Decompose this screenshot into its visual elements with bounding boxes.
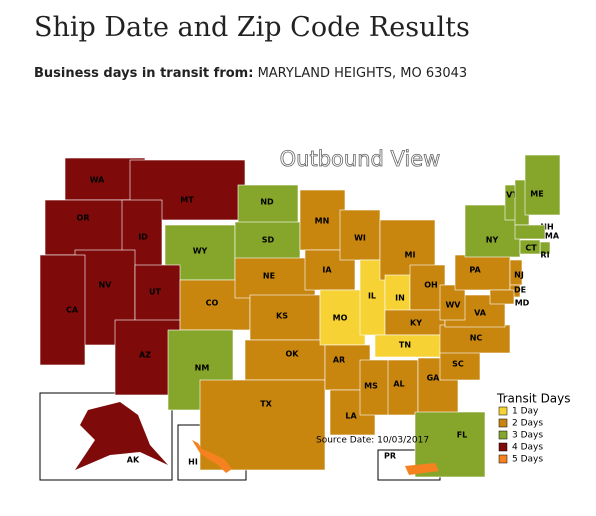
state <box>244 339 326 381</box>
state-label: MI <box>405 251 416 260</box>
state-label: MA <box>545 232 560 241</box>
legend-swatch <box>498 430 508 440</box>
origin: MARYLAND HEIGHTS, MO 63043 <box>257 66 468 81</box>
legend: 1 Day 2 Days 3 Days 4 Days 5 Days <box>498 406 543 465</box>
state <box>199 379 326 471</box>
legend-swatch <box>498 442 508 452</box>
state-label: WV <box>445 301 461 310</box>
state-label: AR <box>333 356 345 365</box>
legend-title: Transit Days <box>496 392 571 406</box>
state <box>134 264 181 331</box>
state <box>44 199 131 256</box>
state-label: OH <box>424 281 438 290</box>
state-label: UT <box>149 288 161 297</box>
state-label: PA <box>469 266 481 275</box>
state <box>359 359 391 416</box>
state <box>489 289 515 305</box>
state-label: VA <box>474 309 487 318</box>
state-label: GA <box>427 374 441 383</box>
state-label: LA <box>345 412 357 421</box>
state-label: ID <box>138 233 148 242</box>
state-label: DE <box>514 286 526 295</box>
state-label: VT <box>506 191 518 200</box>
state <box>75 402 168 470</box>
state-label: MT <box>180 196 194 205</box>
state <box>454 254 511 291</box>
state-label: KY <box>410 319 422 328</box>
state-label: MS <box>364 382 378 391</box>
state-label: SD <box>262 236 275 245</box>
state-label: KS <box>276 312 288 321</box>
subtitle-label: Business days in transit from: <box>34 66 254 81</box>
state-label: NY <box>486 236 499 245</box>
state-label: ND <box>260 198 274 207</box>
state-label: TN <box>399 341 411 350</box>
map-title: Outbound View <box>280 147 441 171</box>
subtitle: Business days in transit from: MARYLAND … <box>34 66 467 81</box>
state-label: CO <box>206 299 219 308</box>
legend-label: 3 Days <box>512 431 543 441</box>
legend-swatch <box>498 418 508 428</box>
legend-label: 4 Days <box>512 443 543 453</box>
states: WA OR MT ID WY NV UT CA AZ CO NM ND SD NE KS OK TX MN IA MO… <box>39 154 561 478</box>
state-label: MN <box>315 217 330 226</box>
state <box>439 349 481 381</box>
state <box>519 239 541 255</box>
state <box>524 154 561 216</box>
state <box>237 184 299 226</box>
state-label: NM <box>195 364 210 373</box>
state-label: PR <box>384 452 396 461</box>
state <box>192 440 232 473</box>
state <box>319 289 366 346</box>
state-label: WY <box>193 247 208 256</box>
state-label: WI <box>354 234 366 243</box>
state-label: AZ <box>139 351 151 360</box>
state-label: ME <box>530 190 543 199</box>
state <box>234 257 316 299</box>
state <box>439 324 511 354</box>
state <box>374 334 451 358</box>
state-label: NH <box>540 223 553 232</box>
state <box>439 284 466 321</box>
state-label: HI <box>188 458 198 467</box>
state <box>249 294 321 341</box>
state-label: IL <box>368 292 376 301</box>
page-title: Ship Date and Zip Code Results <box>34 12 470 43</box>
state-label: NC <box>470 334 483 343</box>
state-label: AK <box>127 456 140 465</box>
state <box>39 254 86 366</box>
state-label: SC <box>452 360 464 369</box>
state-label: AL <box>393 380 404 389</box>
state-label: OK <box>286 350 300 359</box>
state-label: MD <box>515 299 530 308</box>
legend-swatch <box>498 406 508 416</box>
legend-swatch <box>498 454 508 464</box>
state-label: CT <box>525 244 537 253</box>
legend-label: 2 Days <box>512 419 543 429</box>
state-label: WA <box>90 176 105 185</box>
state <box>514 224 546 240</box>
state-label: NE <box>263 272 275 281</box>
legend-label: 1 Day <box>512 407 539 417</box>
state-label: FL <box>457 431 468 440</box>
state-label: MO <box>333 314 348 323</box>
state-label: IA <box>322 266 332 275</box>
state <box>405 463 439 475</box>
state-label: CA <box>66 306 79 315</box>
state <box>234 221 301 263</box>
state-label: RI <box>540 251 549 260</box>
state-label: NV <box>99 281 113 290</box>
state <box>339 209 381 261</box>
state <box>387 359 419 416</box>
source-date: Source Date: 10/03/2017 <box>316 436 429 446</box>
state-label: OR <box>77 214 90 223</box>
state-label: TX <box>260 400 272 409</box>
state-label: NJ <box>514 271 524 280</box>
state-label: IN <box>395 294 405 303</box>
legend-label: 5 Days <box>512 455 543 465</box>
